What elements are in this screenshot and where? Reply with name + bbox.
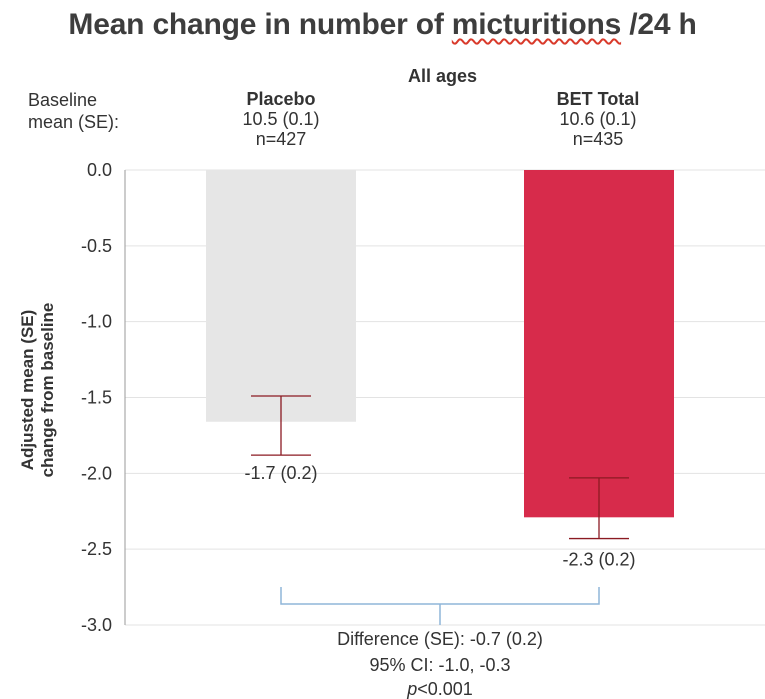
bar-placebo xyxy=(206,170,356,422)
group-header-bet-total: BET Total 10.6 (0.1) n=435 xyxy=(498,89,698,149)
chart-title: Mean change in number of micturitions /2… xyxy=(0,8,765,42)
confidence-interval-text: 95% CI: -1.0, -0.3 xyxy=(369,655,511,675)
data-label: -1.7 (0.2) xyxy=(244,463,317,483)
group-name: BET Total xyxy=(556,89,640,109)
p-symbol: p xyxy=(407,679,418,699)
group-header-placebo: Placebo 10.5 (0.1) n=427 xyxy=(181,89,381,149)
group-name: Placebo xyxy=(246,89,316,109)
title-text-start: Mean change in number of xyxy=(68,8,452,41)
title-squiggle-word: micturitions xyxy=(451,8,622,41)
p-value-text: p<0.001 xyxy=(280,679,600,699)
baseline-label-line1: Baseline xyxy=(28,90,98,110)
y-tick-label: -1.0 xyxy=(81,312,112,332)
title-text-end: /24 h xyxy=(621,8,697,41)
group-n: n=435 xyxy=(572,129,624,149)
data-label: -2.3 (0.2) xyxy=(562,550,635,570)
chart-subtitle: All ages xyxy=(407,66,478,86)
y-tick-label: -2.5 xyxy=(81,539,112,559)
group-baseline: 10.5 (0.1) xyxy=(242,109,320,129)
y-tick-label: 0.0 xyxy=(87,160,112,180)
y-tick-label: -2.0 xyxy=(81,463,112,483)
difference-text: Difference (SE): -0.7 (0.2) xyxy=(337,629,543,649)
difference-bracket xyxy=(280,587,600,605)
baseline-label: Baseline mean (SE): xyxy=(28,89,119,133)
p-value: <0.001 xyxy=(417,679,473,699)
group-baseline: 10.6 (0.1) xyxy=(559,109,637,129)
y-tick-label: -1.5 xyxy=(81,388,112,408)
bar-bet-total xyxy=(524,170,674,518)
y-tick-label: -0.5 xyxy=(81,236,112,256)
y-tick-label: -3.0 xyxy=(81,615,112,635)
group-n: n=427 xyxy=(255,129,307,149)
baseline-label-line2: mean (SE): xyxy=(28,112,120,132)
